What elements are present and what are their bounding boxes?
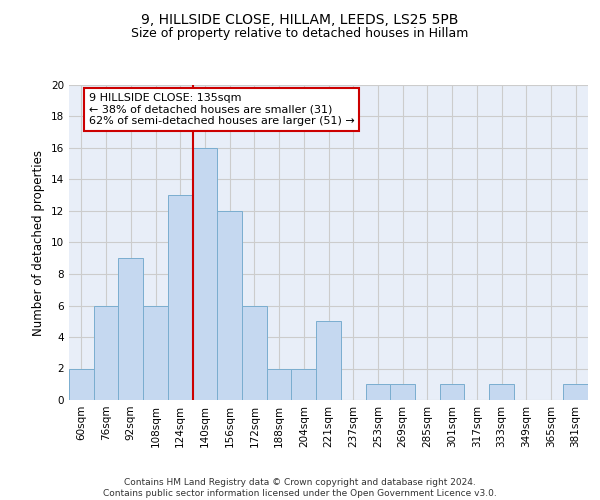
Bar (143, 306, 168, 400)
Bar (69, 368, 94, 400)
Bar (193, 148, 217, 400)
Text: 9 HILLSIDE CLOSE: 135sqm
← 38% of detached houses are smaller (31)
62% of semi-d: 9 HILLSIDE CLOSE: 135sqm ← 38% of detach… (89, 93, 355, 126)
Bar (365, 384, 390, 400)
Bar (94, 306, 118, 400)
Y-axis label: Number of detached properties: Number of detached properties (32, 150, 46, 336)
Bar (242, 306, 267, 400)
Bar (440, 384, 464, 400)
Bar (292, 368, 316, 400)
Bar (390, 384, 415, 400)
Bar (563, 384, 588, 400)
Bar (316, 322, 341, 400)
Bar (267, 368, 292, 400)
Text: 9, HILLSIDE CLOSE, HILLAM, LEEDS, LS25 5PB: 9, HILLSIDE CLOSE, HILLAM, LEEDS, LS25 5… (142, 12, 458, 26)
Text: Size of property relative to detached houses in Hillam: Size of property relative to detached ho… (131, 28, 469, 40)
Bar (489, 384, 514, 400)
Bar (217, 211, 242, 400)
Bar (168, 195, 193, 400)
Text: Contains HM Land Registry data © Crown copyright and database right 2024.
Contai: Contains HM Land Registry data © Crown c… (103, 478, 497, 498)
Bar (118, 258, 143, 400)
